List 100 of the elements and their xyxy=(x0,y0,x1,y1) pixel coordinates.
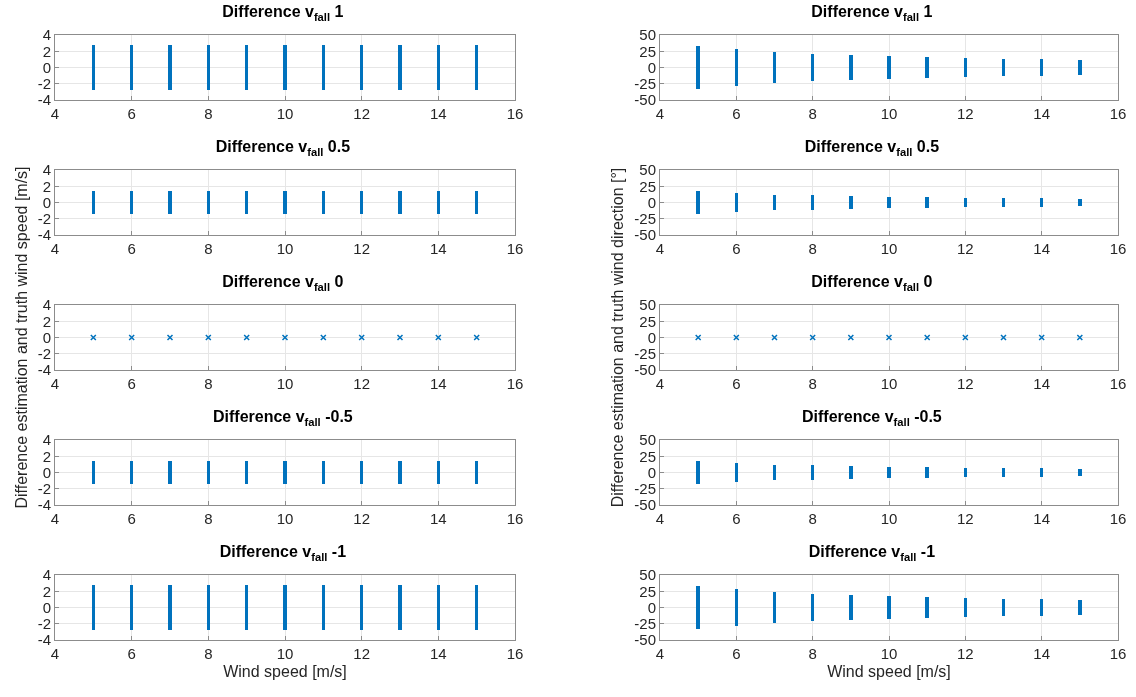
y-tick-label: -50 xyxy=(634,361,656,379)
chart-title: Difference v$_{fall}$ 0 xyxy=(222,273,344,293)
bar xyxy=(696,586,700,629)
y-tick-label: 0 xyxy=(42,328,51,346)
x-tick-label: 14 xyxy=(429,645,447,662)
y-tick-label: -2 xyxy=(37,615,51,632)
x-tick-label: 8 xyxy=(808,105,817,122)
y-tick-label: -25 xyxy=(634,345,656,362)
y-tick-label: -4 xyxy=(37,496,51,514)
y-tick-label: 0 xyxy=(42,193,51,211)
x-tick-label: 12 xyxy=(956,105,974,122)
y-tick-label: 25 xyxy=(639,177,656,195)
x-tick-label: 8 xyxy=(204,510,213,527)
x-tick-label: 8 xyxy=(808,510,817,527)
y-tick-label: -50 xyxy=(634,91,656,109)
x-tick-label: 12 xyxy=(353,645,371,662)
y-tick-label: -2 xyxy=(37,210,51,227)
y-tick-label: 50 xyxy=(639,566,656,584)
x-tick-label: 6 xyxy=(732,240,741,257)
x-tick-label: 6 xyxy=(732,105,741,122)
bar xyxy=(849,595,853,620)
y-tick-label: 4 xyxy=(42,566,51,584)
bar xyxy=(696,191,700,214)
x-tick-label: 6 xyxy=(127,375,136,392)
chart-title: Difference v$_{fall}$ 1 xyxy=(222,3,344,23)
x-tick-label: 8 xyxy=(808,375,817,392)
bar xyxy=(696,461,700,484)
y-tick-label: 4 xyxy=(42,26,51,44)
y-tick-label: 4 xyxy=(42,161,51,179)
y-tick-label: -25 xyxy=(634,210,656,227)
x-tick-label: 16 xyxy=(506,645,524,662)
bar xyxy=(849,55,853,80)
y-tick-label: -25 xyxy=(634,480,656,497)
x-tick-label: 16 xyxy=(1109,510,1127,527)
x-tick-label: 14 xyxy=(429,375,447,392)
y-tick-label: -25 xyxy=(634,615,656,632)
x-tick-label: 10 xyxy=(880,510,898,527)
x-tick-label: 6 xyxy=(127,645,136,662)
y-tick-label: 2 xyxy=(42,177,51,195)
bar xyxy=(1039,59,1044,76)
x-tick-label: 14 xyxy=(1033,645,1051,662)
x-tick-label: 12 xyxy=(956,645,974,662)
x-tick-label: 12 xyxy=(956,510,974,527)
y-tick-label: -25 xyxy=(634,75,656,92)
x-tick-label: 10 xyxy=(880,105,898,122)
x-tick-label: 16 xyxy=(506,375,524,392)
x-tick-label: 8 xyxy=(204,645,213,662)
x-tick-label: 16 xyxy=(1109,240,1127,257)
y-tick-label: -2 xyxy=(37,345,51,362)
y-tick-label: 25 xyxy=(639,447,656,465)
y-tick-label: 0 xyxy=(42,598,51,616)
y-tick-label: 0 xyxy=(647,328,656,346)
y-tick-label: 50 xyxy=(639,26,656,44)
x-tick-label: 16 xyxy=(1109,645,1127,662)
x-tick-label: 8 xyxy=(204,240,213,257)
bar xyxy=(1078,468,1082,477)
bar xyxy=(925,57,929,78)
x-tick-label: 10 xyxy=(276,105,294,122)
bar xyxy=(849,196,853,209)
x-tick-label: 12 xyxy=(353,375,371,392)
chart-title: Difference v$_{fall}$ -0.5 xyxy=(801,408,942,428)
x-tick-label: 6 xyxy=(127,510,136,527)
bar xyxy=(887,56,891,79)
y-tick-label: -4 xyxy=(37,226,51,244)
x-tick-label: 16 xyxy=(506,240,524,257)
bar xyxy=(925,467,929,478)
chart-title: Difference v$_{fall}$ -0.5 xyxy=(212,408,353,428)
y-tick-label: 25 xyxy=(639,582,656,600)
y-tick-label: 4 xyxy=(42,431,51,449)
chart-title: Difference v$_{fall}$ 0.5 xyxy=(804,138,940,158)
y-tick-label: 0 xyxy=(647,598,656,616)
x-tick-label: 16 xyxy=(1109,375,1127,392)
y-tick-label: 2 xyxy=(42,447,51,465)
x-tick-label: 8 xyxy=(204,105,213,122)
x-tick-label: 16 xyxy=(506,105,524,122)
x-tick-label: 16 xyxy=(506,510,524,527)
bar xyxy=(1039,599,1044,616)
y-tick-label: -4 xyxy=(37,91,51,109)
x-tick-label: 6 xyxy=(127,240,136,257)
x-tick-label: 8 xyxy=(808,240,817,257)
x-tick-label: 6 xyxy=(127,105,136,122)
chart-title: Difference v$_{fall}$ -1 xyxy=(219,543,347,563)
x-tick-label: 12 xyxy=(956,240,974,257)
y-axis-title: Difference estimation and truth wind direction [°] xyxy=(609,167,627,508)
y-tick-label: 0 xyxy=(42,463,51,481)
x-tick-label: 14 xyxy=(1033,510,1051,527)
y-tick-label: 4 xyxy=(42,296,51,314)
y-tick-label: 0 xyxy=(42,58,51,76)
x-tick-label: 14 xyxy=(1033,375,1051,392)
x-tick-label: 10 xyxy=(880,645,898,662)
x-tick-label: 8 xyxy=(808,645,817,662)
y-tick-label: -50 xyxy=(634,496,656,514)
y-tick-label: 50 xyxy=(639,296,656,314)
x-tick-label: 10 xyxy=(276,375,294,392)
bar xyxy=(734,463,739,482)
y-tick-label: 25 xyxy=(639,42,656,60)
bar xyxy=(1078,600,1082,615)
x-tick-label: 16 xyxy=(1109,105,1127,122)
y-tick-label: 25 xyxy=(639,312,656,330)
y-tick-label: -2 xyxy=(37,480,51,497)
